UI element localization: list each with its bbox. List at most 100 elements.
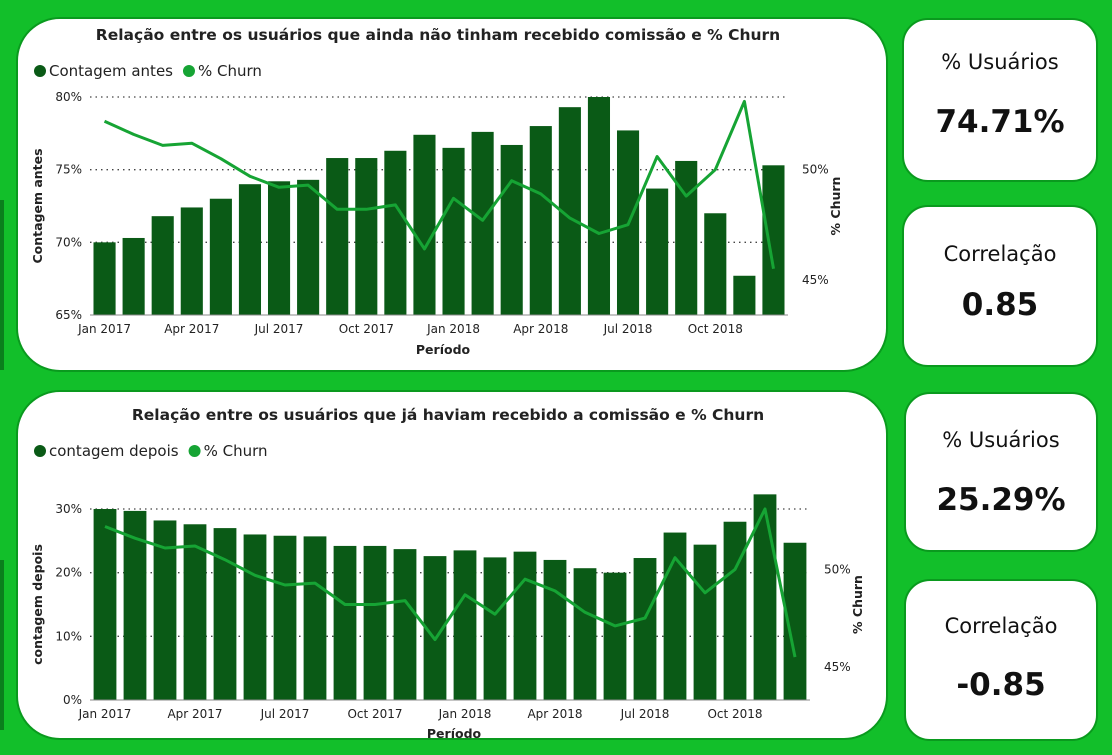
bar	[122, 237, 145, 315]
x-tick-label: Oct 2017	[347, 707, 402, 721]
bar	[558, 107, 581, 315]
x-tick-label: Jan 2017	[77, 322, 131, 336]
bar	[471, 131, 494, 315]
bar	[151, 216, 174, 315]
legend-marker	[188, 445, 201, 457]
kpi-card-users-before: % Usuários 74.71%	[902, 18, 1098, 182]
chart-title: Relação entre os usuários que ainda não …	[96, 26, 780, 44]
bar	[753, 494, 777, 700]
bar	[587, 97, 611, 315]
bar	[355, 158, 378, 315]
kpi-value: -0.85	[956, 667, 1046, 703]
y-axis-label: contagem depois	[30, 544, 45, 665]
legend-label: contagem depois	[49, 442, 179, 460]
bar	[675, 160, 698, 315]
bar	[183, 524, 207, 700]
bar	[413, 134, 436, 315]
legend-label: % Churn	[198, 62, 262, 80]
bar	[209, 198, 232, 315]
y-tick-label: 30%	[55, 502, 82, 516]
bar	[704, 213, 727, 315]
kpi-label: % Usuários	[942, 428, 1060, 452]
bar	[326, 158, 349, 315]
bar	[267, 181, 291, 315]
y-axis-label: Contagem antes	[30, 148, 45, 263]
bar	[693, 544, 717, 700]
x-tick-label: Apr 2017	[164, 322, 219, 336]
bar	[453, 550, 477, 700]
x-tick-label: Jul 2017	[260, 707, 310, 721]
bar	[783, 542, 807, 700]
kpi-label: Correlação	[943, 242, 1057, 266]
bar	[213, 528, 237, 700]
legend-marker	[182, 65, 195, 77]
kpi-card-users-after: % Usuários 25.29%	[904, 392, 1098, 552]
bar	[243, 534, 267, 700]
y-tick-label: 20%	[55, 566, 82, 580]
y2-axis-label: % Churn	[828, 177, 843, 236]
chart-after: Relação entre os usuários que já haviam …	[30, 406, 865, 738]
x-tick-label: Jan 2017	[78, 707, 132, 721]
bar	[93, 242, 116, 315]
y2-tick-label: 45%	[802, 273, 829, 287]
kpi-value: 0.85	[961, 287, 1039, 323]
y-tick-label: 10%	[55, 629, 82, 643]
bar	[442, 147, 465, 315]
bar	[123, 510, 147, 700]
kpi-value: 25.29%	[936, 482, 1066, 518]
kpi-label: % Usuários	[941, 50, 1059, 74]
bar	[333, 545, 357, 700]
bar	[633, 558, 657, 700]
legend-marker	[34, 445, 46, 457]
chart-card-after: Relação entre os usuários que já haviam …	[16, 390, 888, 740]
x-tick-label: Jul 2018	[620, 707, 670, 721]
x-tick-label: Oct 2017	[339, 322, 394, 336]
bar	[238, 184, 262, 315]
x-tick-label: Apr 2018	[513, 322, 568, 336]
kpi-card-correlation-after: Correlação -0.85	[904, 579, 1098, 741]
y-tick-label: 75%	[55, 163, 82, 177]
bar	[93, 509, 117, 700]
bar	[303, 536, 327, 700]
bar	[500, 144, 523, 315]
kpi-value: 74.71%	[935, 104, 1065, 140]
legend-marker	[34, 65, 46, 77]
x-tick-label: Oct 2018	[688, 322, 743, 336]
x-tick-label: Jul 2018	[603, 322, 653, 336]
bar	[180, 207, 203, 315]
y-tick-label: 0%	[63, 693, 82, 707]
y2-tick-label: 45%	[824, 660, 851, 674]
chart-card-before: Relação entre os usuários que ainda não …	[16, 17, 888, 372]
x-tick-label: Apr 2018	[527, 707, 582, 721]
x-tick-label: Oct 2018	[707, 707, 762, 721]
bar	[297, 179, 320, 315]
chart-title: Relação entre os usuários que já haviam …	[132, 406, 764, 424]
bar	[513, 551, 537, 700]
kpi-label: Correlação	[944, 614, 1058, 638]
y2-axis-label: % Churn	[850, 575, 865, 634]
x-axis-label: Período	[416, 342, 471, 357]
bar	[529, 126, 552, 315]
bar	[384, 150, 407, 315]
legend-label: % Churn	[204, 442, 268, 460]
bar	[273, 535, 297, 700]
bar	[423, 556, 447, 700]
bar	[153, 520, 177, 700]
y-tick-label: 65%	[55, 308, 82, 322]
bar	[543, 559, 567, 700]
bar	[483, 557, 507, 700]
x-tick-label: Jan 2018	[438, 707, 492, 721]
y-tick-label: 70%	[55, 235, 82, 249]
kpi-card-correlation-before: Correlação 0.85	[902, 205, 1098, 367]
x-tick-label: Apr 2017	[167, 707, 222, 721]
chart-before: Relação entre os usuários que ainda não …	[30, 26, 843, 357]
bar	[573, 568, 597, 700]
y2-tick-label: 50%	[802, 163, 829, 177]
bar	[762, 165, 785, 315]
left-edge-strip-top	[0, 200, 4, 370]
y-tick-label: 80%	[55, 90, 82, 104]
bar	[723, 521, 747, 700]
bar	[646, 188, 669, 315]
legend-label: Contagem antes	[49, 62, 173, 80]
bar	[663, 532, 687, 700]
